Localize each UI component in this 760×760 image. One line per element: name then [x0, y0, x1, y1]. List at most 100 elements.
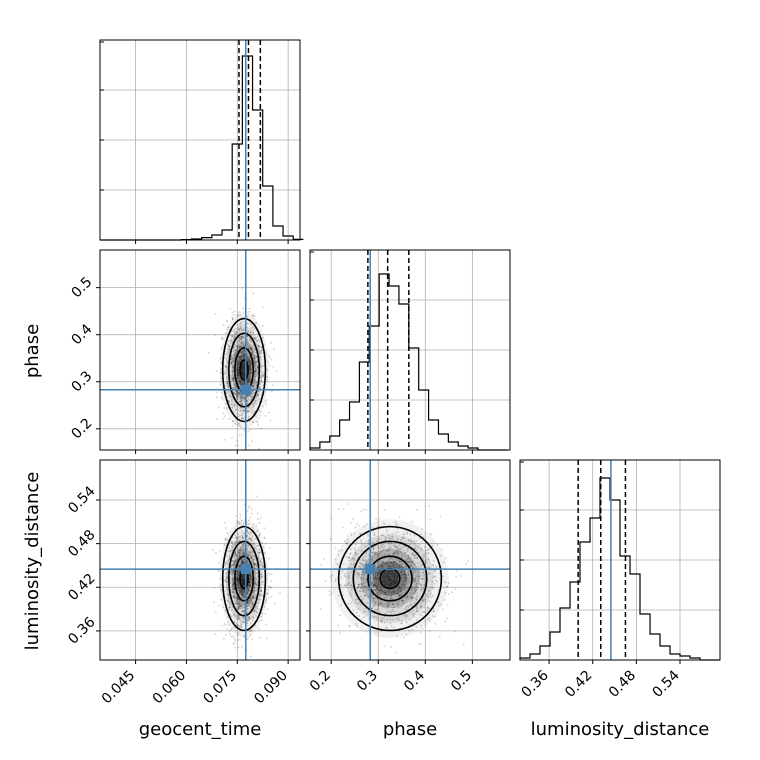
sample-point	[263, 552, 266, 555]
sample-point	[233, 357, 236, 360]
sample-point	[234, 408, 237, 411]
sample-point	[360, 578, 362, 580]
sample-point	[242, 536, 244, 539]
sample-point	[402, 576, 405, 579]
sample-point	[401, 538, 404, 540]
sample-point	[380, 565, 383, 568]
sample-point	[388, 548, 390, 551]
sample-point	[422, 587, 425, 590]
sample-point	[242, 562, 245, 564]
sample-point	[248, 382, 251, 384]
sample-point	[240, 560, 243, 563]
sample-point	[251, 384, 254, 387]
sample-point	[407, 557, 410, 560]
sample-point	[226, 380, 229, 383]
sample-point	[242, 373, 245, 376]
sample-point	[242, 609, 244, 612]
sample-point	[241, 368, 244, 370]
sample-point	[240, 623, 242, 626]
sample-point	[259, 517, 262, 520]
sample-point	[247, 331, 249, 334]
density-level	[381, 569, 399, 588]
sample-point	[399, 590, 401, 592]
sample-point	[384, 591, 387, 594]
sample-point	[236, 398, 239, 401]
sample-point	[249, 516, 252, 519]
sample-point	[232, 366, 235, 368]
sample-point	[247, 562, 250, 565]
sample-point	[367, 588, 370, 591]
sample-point	[393, 578, 396, 581]
sample-point	[234, 560, 237, 563]
sample-point	[417, 580, 420, 583]
sample-point	[226, 320, 229, 323]
sample-point	[387, 583, 390, 586]
sample-point	[256, 343, 259, 346]
sample-point	[246, 410, 249, 413]
sample-point	[388, 591, 391, 594]
sample-point	[250, 371, 253, 374]
sample-point	[338, 508, 341, 510]
sample-point	[405, 577, 408, 580]
sample-point	[243, 553, 245, 556]
sample-point	[399, 590, 402, 593]
sample-point	[396, 563, 399, 565]
sample-point	[416, 587, 419, 589]
sample-point	[224, 590, 227, 592]
sample-point	[388, 572, 391, 575]
sample-point	[232, 581, 235, 584]
sample-point	[232, 367, 234, 369]
sample-point	[229, 604, 232, 606]
sample-point	[250, 451, 252, 453]
sample-point	[272, 365, 275, 368]
sample-point	[234, 404, 236, 407]
sample-point	[428, 505, 430, 508]
sample-point	[364, 585, 367, 588]
sample-point	[247, 506, 250, 509]
sample-point	[379, 611, 382, 614]
sample-point	[240, 396, 243, 398]
sample-point	[375, 578, 378, 581]
sample-point	[239, 517, 242, 520]
sample-point	[254, 595, 257, 598]
sample-point	[249, 420, 252, 423]
sample-point	[241, 409, 244, 412]
sample-point	[230, 355, 233, 358]
sample-point	[379, 547, 382, 550]
sample-point	[243, 417, 246, 420]
sample-point	[349, 552, 352, 555]
sample-point	[371, 602, 374, 605]
sample-point	[380, 551, 383, 553]
sample-point	[215, 370, 218, 373]
x-tick-label-luminosity_distance: 0.36	[519, 667, 552, 700]
sample-point	[255, 356, 257, 359]
sample-point	[240, 414, 243, 416]
sample-point	[252, 392, 254, 395]
sample-point	[387, 565, 390, 568]
sample-point	[242, 355, 244, 358]
sample-point	[381, 565, 383, 568]
sample-point	[353, 547, 356, 549]
sample-point	[405, 595, 408, 598]
sample-point	[236, 360, 239, 362]
sample-point	[247, 589, 250, 592]
sample-point	[256, 366, 259, 368]
sample-point	[247, 523, 250, 526]
sample-point	[240, 397, 242, 400]
sample-point	[402, 549, 405, 552]
sample-point	[242, 351, 245, 354]
sample-point	[227, 386, 230, 389]
sample-point	[249, 581, 252, 584]
sample-point	[242, 522, 245, 525]
sample-point	[236, 602, 238, 605]
sample-point	[254, 348, 257, 351]
sample-point	[234, 541, 237, 544]
sample-point	[393, 581, 395, 583]
sample-point	[226, 384, 229, 387]
sample-point	[376, 592, 379, 595]
sample-point	[404, 559, 407, 562]
sample-point	[237, 589, 239, 592]
sample-point	[250, 579, 252, 582]
sample-point	[265, 403, 267, 406]
x-tick-label-phase: 0.2	[307, 668, 334, 695]
